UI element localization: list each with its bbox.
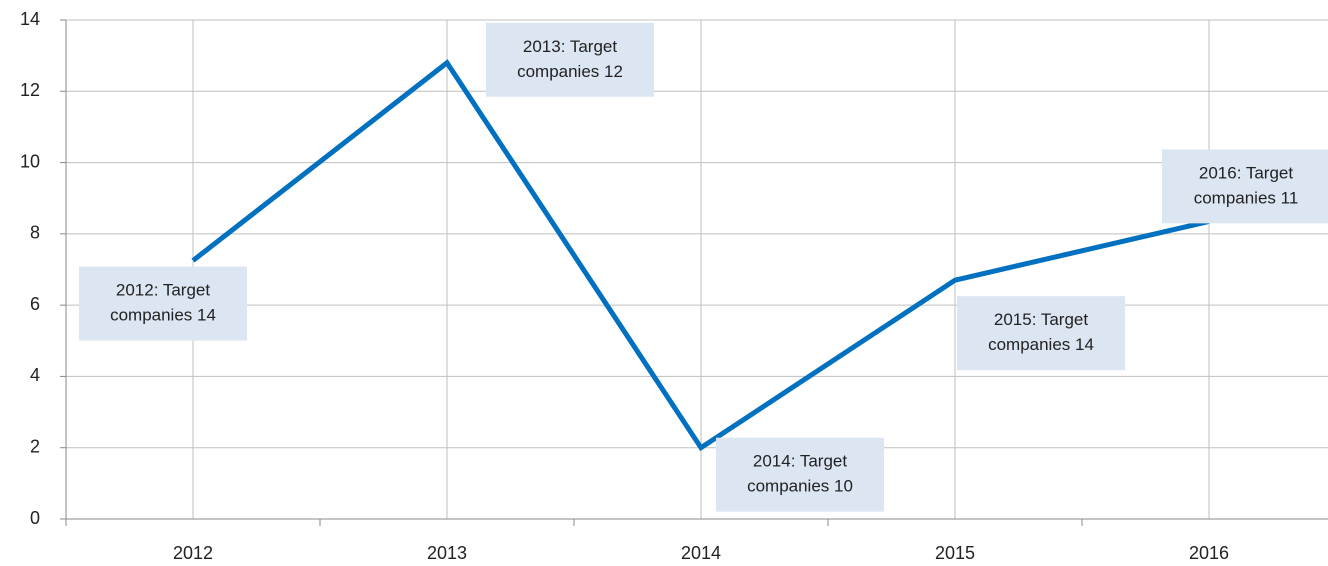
annotation-box <box>1162 149 1328 224</box>
annotation-box <box>486 22 654 97</box>
annotation-text: 2013: Target <box>523 37 617 56</box>
annotation-text: companies 14 <box>110 306 216 325</box>
annotation-text: companies 14 <box>988 335 1094 354</box>
annotation-text: companies 12 <box>517 62 623 81</box>
y-tick-label: 2 <box>30 436 40 456</box>
annotation: 2012: Target companies 14 <box>79 266 247 341</box>
annotation: 2015: Target companies 14 <box>957 296 1125 371</box>
x-tick-label: 2015 <box>935 543 975 563</box>
annotation-box <box>79 266 247 341</box>
x-tick-label: 2016 <box>1189 543 1229 563</box>
y-tick-label: 4 <box>30 365 40 385</box>
line <box>191 59 1210 452</box>
y-tick-label: 0 <box>30 508 40 528</box>
y-tick-label: 8 <box>30 223 40 243</box>
annotation-box <box>716 437 884 512</box>
annotation-box <box>957 296 1125 371</box>
annotation-text: 2014: Target <box>753 452 847 471</box>
y-tick-label: 6 <box>30 294 40 314</box>
annotation-text: 2016: Target <box>1199 163 1293 182</box>
x-tick-label: 2014 <box>681 543 721 563</box>
annotation-text: companies 10 <box>747 477 853 496</box>
y-tick-label: 12 <box>20 80 40 100</box>
annotation: 2014: Target companies 10 <box>716 437 884 512</box>
annotation: 2013: Target companies 12 <box>486 22 654 97</box>
y-tick-label: 10 <box>20 151 40 171</box>
x-tick-label: 2013 <box>427 543 467 563</box>
annotation-text: companies 11 <box>1194 188 1299 207</box>
annotation-text: 2012: Target <box>116 281 210 300</box>
x-tick-label: 2012 <box>173 543 213 563</box>
y-tick-label: 14 <box>20 9 40 29</box>
annotation: 2016: Target companies 11 <box>1162 149 1328 224</box>
annotation-text: 2015: Target <box>994 310 1088 329</box>
